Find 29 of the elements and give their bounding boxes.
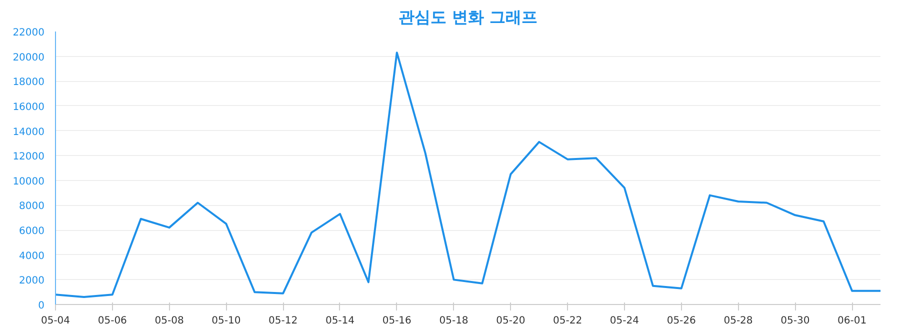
x-tick-label: 05-10 (212, 316, 241, 326)
chart-title: 관심도 변화 그래프 (398, 8, 538, 26)
y-tick-label: 14000 (12, 126, 44, 138)
y-tick-label: 2000 (19, 276, 45, 287)
x-tick-label: 06-01 (838, 316, 867, 326)
x-tick-label: 05-12 (268, 316, 298, 326)
line-series (56, 52, 880, 298)
y-tick-label: 20000 (12, 52, 44, 64)
y-tick-label: 10000 (12, 176, 44, 188)
y-tick-label: 4000 (19, 250, 45, 262)
y-tick-label: 18000 (12, 77, 44, 88)
x-tick-label: 05-28 (724, 316, 753, 326)
x-tick-label: 05-18 (439, 316, 468, 326)
x-tick-label: 05-22 (553, 316, 582, 326)
y-tick-label: 22000 (12, 28, 44, 38)
x-tick-label: 05-30 (780, 316, 810, 326)
y-tick-label: 0 (38, 300, 45, 312)
x-tick-label: 05-20 (496, 316, 526, 326)
x-tick-label: 05-24 (610, 316, 639, 326)
x-tick-label: 05-14 (325, 316, 355, 326)
y-tick-label: 16000 (12, 102, 44, 113)
x-tick-label: 05-08 (154, 316, 184, 326)
x-tick-label: 05-06 (98, 316, 127, 326)
x-tick-label: 05-04 (40, 316, 70, 326)
x-tick-label: 05-26 (666, 316, 696, 326)
y-tick-label: 8000 (19, 201, 45, 212)
y-tick-label: 6000 (19, 226, 45, 238)
y-tick-label: 12000 (12, 152, 44, 163)
x-tick-label: 05-16 (382, 316, 412, 326)
